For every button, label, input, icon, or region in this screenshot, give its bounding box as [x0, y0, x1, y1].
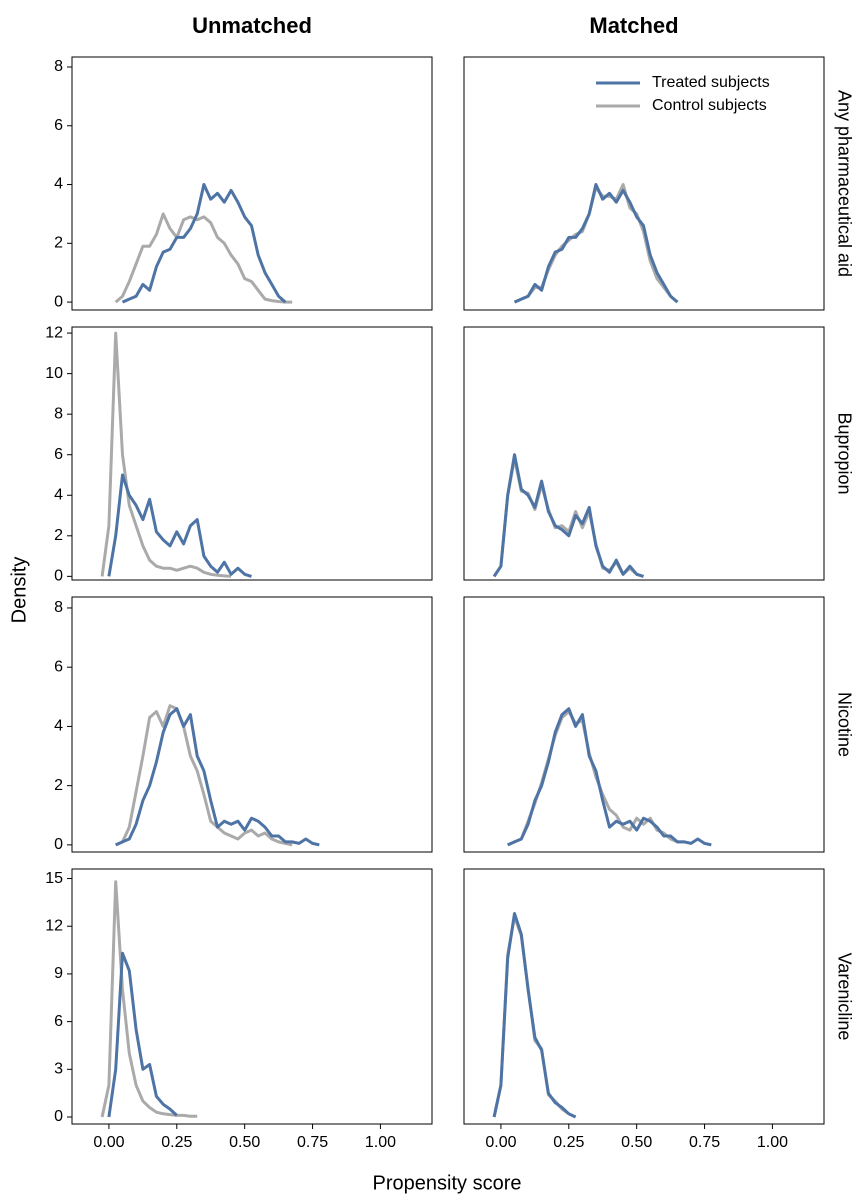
- panel: [463, 56, 825, 311]
- x-tick-label: 0.75: [297, 1134, 328, 1151]
- y-tick-label: 8: [54, 405, 63, 422]
- x-tick-label: 1.00: [365, 1134, 396, 1151]
- y-tick-label: 3: [54, 1061, 63, 1078]
- y-tick-label: 6: [54, 1013, 63, 1030]
- column-title: Unmatched: [192, 13, 312, 38]
- density-line: [513, 183, 679, 304]
- density-line: [107, 951, 178, 1118]
- density-line: [492, 912, 577, 1119]
- density-line: [507, 707, 712, 847]
- x-tick-label: 0.25: [553, 1134, 584, 1151]
- density-line: [121, 183, 287, 304]
- x-tick-label: 0.50: [229, 1134, 260, 1151]
- density-line: [115, 704, 293, 847]
- legend-label: Treated subjects: [652, 74, 770, 91]
- y-tick-label: 8: [54, 599, 63, 616]
- y-tick-label: 15: [45, 870, 63, 887]
- y-tick-label: 0: [54, 1108, 63, 1125]
- x-tick-label: 1.00: [757, 1134, 788, 1151]
- y-tick-label: 9: [54, 965, 63, 982]
- x-axis-label: Propensity score: [373, 1172, 522, 1194]
- x-tick-label: 0.75: [689, 1134, 720, 1151]
- y-tick-label: 10: [45, 365, 63, 382]
- density-line: [513, 183, 679, 304]
- y-tick-label: 0: [54, 293, 63, 310]
- y-tick-label: 0: [54, 568, 63, 585]
- density-line: [100, 880, 198, 1118]
- density-line: [492, 457, 644, 578]
- y-tick-label: 12: [45, 324, 63, 341]
- row-label: Bupropion: [834, 412, 853, 494]
- y-tick-label: 2: [54, 235, 63, 252]
- panel: [463, 868, 825, 1125]
- panel: [463, 596, 825, 853]
- density-line: [507, 710, 685, 847]
- y-tick-label: 4: [54, 718, 63, 735]
- panel: [71, 868, 433, 1125]
- y-tick-label: 2: [54, 777, 63, 794]
- panel: [71, 56, 433, 311]
- density-line: [100, 331, 232, 578]
- panel: [463, 326, 825, 581]
- column-title: Matched: [589, 13, 678, 38]
- panel: [71, 326, 433, 581]
- x-tick-label: 0.00: [93, 1134, 124, 1151]
- y-tick-label: 0: [54, 836, 63, 853]
- y-tick-label: 6: [54, 446, 63, 463]
- x-tick-label: 0.00: [485, 1134, 516, 1151]
- density-line: [492, 915, 577, 1119]
- y-tick-label: 12: [45, 917, 63, 934]
- y-axis-label: Density: [8, 557, 30, 624]
- density-line: [492, 453, 644, 578]
- density-line: [107, 473, 252, 578]
- y-tick-label: 6: [54, 117, 63, 134]
- y-tick-label: 8: [54, 58, 63, 75]
- y-tick-label: 2: [54, 527, 63, 544]
- y-tick-label: 6: [54, 658, 63, 675]
- row-label: Nicotine: [834, 692, 853, 757]
- row-label: Varenicline: [834, 953, 853, 1041]
- panel: [71, 596, 433, 853]
- x-tick-label: 0.25: [161, 1134, 192, 1151]
- y-tick-label: 4: [54, 176, 63, 193]
- x-tick-label: 0.50: [621, 1134, 652, 1151]
- density-line: [115, 707, 320, 847]
- y-tick-label: 4: [54, 486, 63, 503]
- legend-label: Control subjects: [652, 97, 767, 114]
- density-line: [114, 212, 293, 304]
- row-label: Any pharmaceutical aid: [834, 90, 853, 277]
